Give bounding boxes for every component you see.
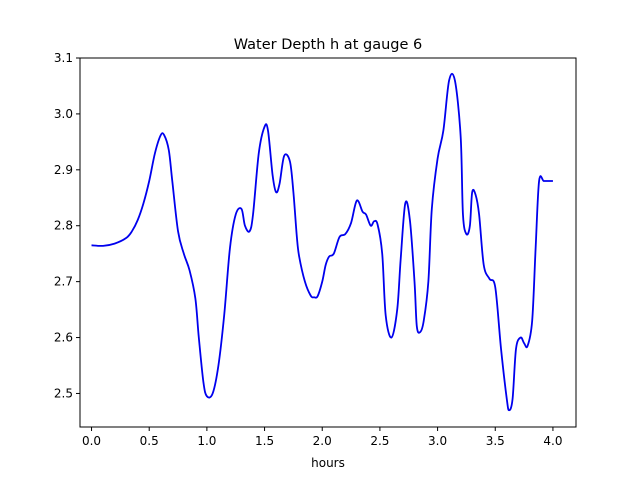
plot-area: 0.0 0.5 1.0 1.5 2.0 2.5 3.0 3.5 4.0 2.5 2.6 2.7 2.8 2… bbox=[54, 51, 563, 448]
y-tick-label: 2.6 bbox=[54, 331, 73, 345]
x-tick-label: 0.0 bbox=[82, 434, 101, 448]
y-tick-label: 2.5 bbox=[54, 386, 73, 400]
y-tick-label: 3.1 bbox=[54, 51, 73, 65]
x-tick-label: 0.5 bbox=[140, 434, 159, 448]
y-tick-label: 2.8 bbox=[54, 219, 73, 233]
y-tick-label: 2.7 bbox=[54, 275, 73, 289]
x-tick-label: 1.0 bbox=[197, 434, 216, 448]
y-tick-label: 3.0 bbox=[54, 107, 73, 121]
x-tick-label: 2.0 bbox=[313, 434, 332, 448]
x-tick-label: 2.5 bbox=[370, 434, 389, 448]
chart-title: Water Depth h at gauge 6 bbox=[234, 37, 422, 53]
plot-frame bbox=[79, 57, 577, 428]
x-tick-label: 1.5 bbox=[255, 434, 274, 448]
series-line bbox=[91, 72, 553, 412]
y-tick-label: 2.9 bbox=[54, 163, 73, 177]
x-axis-label: hours bbox=[311, 456, 345, 470]
x-tick-label: 4.0 bbox=[543, 434, 562, 448]
x-tick-label: 3.0 bbox=[428, 434, 447, 448]
x-tick-label: 3.5 bbox=[486, 434, 505, 448]
